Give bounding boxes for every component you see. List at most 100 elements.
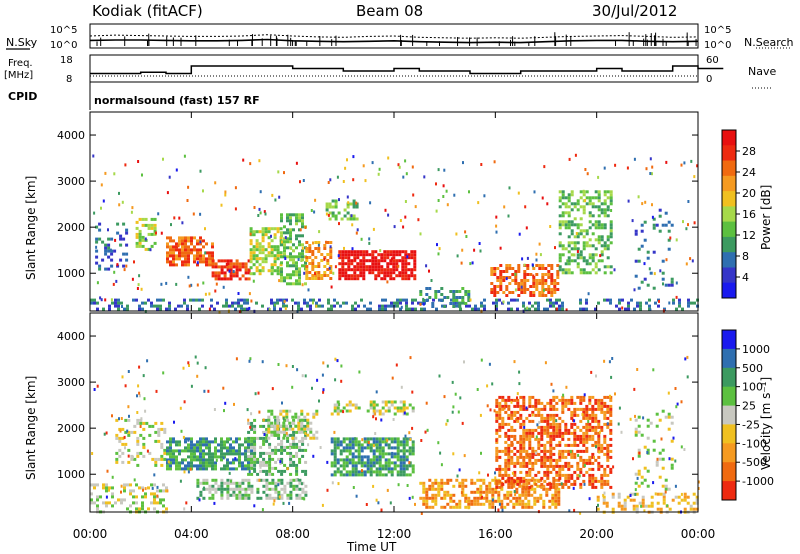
velocity-cell <box>446 478 450 482</box>
velocity-speckle <box>131 455 134 459</box>
velocity-cell <box>235 484 239 488</box>
velocity-cell <box>330 461 334 465</box>
power-cell <box>556 288 560 291</box>
velocity-cell <box>151 457 155 461</box>
power-cell <box>636 304 639 308</box>
power-cell <box>331 199 335 203</box>
power-cell <box>510 307 513 311</box>
velocity-cell <box>500 484 504 488</box>
velocity-speckle <box>138 394 141 398</box>
velocity-cell <box>449 499 453 503</box>
velocity-cell <box>360 464 364 468</box>
power-cell <box>261 233 265 237</box>
velocity-cell <box>283 433 287 437</box>
power-speckle <box>649 157 652 161</box>
velocity-cell <box>256 478 260 482</box>
velocity-cell <box>202 467 205 471</box>
velocity-cell <box>549 407 553 411</box>
velocity-cell <box>692 492 696 496</box>
velocity-cell <box>637 469 641 473</box>
velocity-cell <box>557 493 561 497</box>
power-colorbar-tick-label: 24 <box>742 166 756 179</box>
power-cell <box>305 268 309 271</box>
velocity-cell <box>579 482 583 486</box>
velocity-cell <box>375 443 379 447</box>
velocity-cell <box>497 481 501 485</box>
velocity-cell <box>280 487 284 491</box>
velocity-cell <box>289 496 293 500</box>
velocity-cell <box>274 451 278 455</box>
velocity-cell <box>304 469 308 473</box>
power-cell <box>564 220 568 224</box>
power-cell <box>196 248 199 252</box>
velocity-cell <box>154 430 158 434</box>
power-speckle <box>437 168 440 172</box>
velocity-cell <box>124 418 128 422</box>
velocity-cell <box>670 415 674 419</box>
velocity-cell <box>283 448 287 452</box>
velocity-cell <box>597 419 601 423</box>
velocity-cell <box>253 418 257 422</box>
power-cell <box>555 298 558 302</box>
power-cell <box>202 239 205 243</box>
power-cell <box>508 267 512 270</box>
velocity-cell <box>552 425 556 429</box>
power-cell <box>564 262 568 266</box>
velocity-cell <box>551 499 555 503</box>
velocity-cell <box>519 476 523 480</box>
velocity-cell <box>555 464 559 468</box>
power-ytick-label: 2000 <box>57 221 85 234</box>
power-cell <box>252 230 256 234</box>
velocity-cell <box>153 483 156 487</box>
velocity-cell <box>603 452 607 456</box>
velocity-cell <box>405 440 409 444</box>
velocity-cell <box>597 440 601 444</box>
power-cell <box>273 236 277 240</box>
power-cell <box>153 229 157 233</box>
velocity-cell <box>363 446 367 450</box>
velocity-cell <box>510 428 514 432</box>
power-speckle <box>565 308 568 312</box>
power-speckle <box>278 279 281 283</box>
power-speckle <box>314 272 316 276</box>
power-cell <box>615 304 618 308</box>
velocity-cell <box>495 416 499 420</box>
velocity-cell <box>157 427 161 431</box>
velocity-cell <box>603 437 607 441</box>
power-cell <box>255 230 259 234</box>
power-cell <box>264 257 268 261</box>
power-cell <box>588 211 592 215</box>
velocity-cell <box>552 479 556 483</box>
power-cell <box>522 304 525 308</box>
power-cell <box>362 256 366 260</box>
power-cell <box>618 298 621 302</box>
velocity-cell <box>366 443 370 447</box>
velocity-speckle <box>380 508 383 512</box>
velocity-cell <box>160 421 164 425</box>
power-cell <box>350 250 354 254</box>
power-speckle <box>192 212 195 216</box>
velocity-cell <box>498 434 502 438</box>
velocity-cell <box>402 452 406 456</box>
power-cell <box>432 298 435 302</box>
power-cell <box>467 293 471 296</box>
velocity-cell <box>292 454 296 458</box>
velocity-cell <box>579 455 583 459</box>
power-cell <box>166 245 169 249</box>
velocity-cell <box>166 449 169 453</box>
power-cell <box>172 248 175 252</box>
velocity-cell <box>591 482 595 486</box>
velocity-cell <box>135 507 138 511</box>
power-cell <box>573 223 577 227</box>
velocity-cell <box>561 407 565 411</box>
power-cell <box>362 253 366 257</box>
velocity-cell <box>133 430 137 434</box>
power-cell <box>558 298 561 302</box>
velocity-speckle <box>503 406 506 410</box>
velocity-cell <box>270 409 274 413</box>
power-cell <box>594 262 598 266</box>
velocity-cell <box>540 464 544 468</box>
power-cell <box>301 252 304 256</box>
power-cell <box>380 268 384 272</box>
power-cell <box>282 298 285 302</box>
